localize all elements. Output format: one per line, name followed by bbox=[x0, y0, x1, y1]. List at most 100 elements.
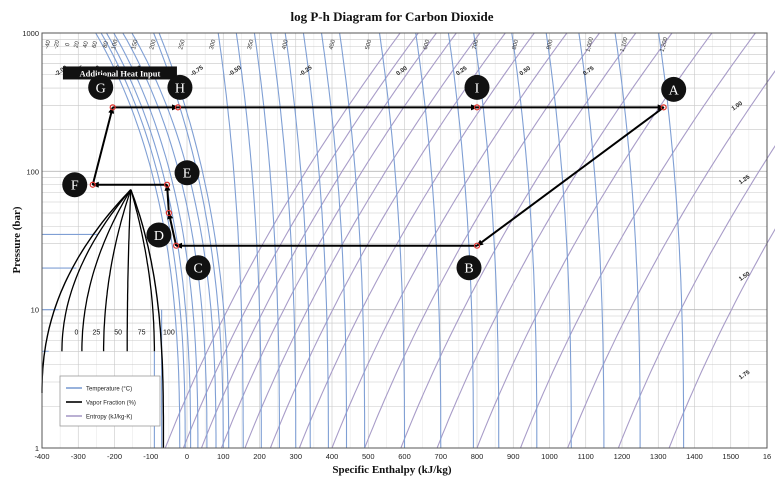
x-tick-label: 0 bbox=[185, 452, 189, 461]
temperature-line bbox=[217, 32, 244, 448]
entropy-line bbox=[476, 32, 713, 449]
temperature-label: 600 bbox=[423, 38, 432, 50]
entropy-line bbox=[519, 32, 756, 449]
point-badge-label: G bbox=[96, 81, 106, 96]
x-tick-label: 16 bbox=[763, 452, 771, 461]
entropy-line bbox=[436, 32, 673, 449]
point-badge bbox=[167, 74, 193, 100]
point-badge-label: I bbox=[475, 81, 480, 96]
temperature-line bbox=[545, 32, 572, 449]
temperature-lines bbox=[42, 32, 685, 449]
temperature-line bbox=[270, 32, 297, 449]
state-point bbox=[163, 181, 171, 188]
x-tick-label: 1100 bbox=[578, 452, 594, 461]
temperature-label: 1,100 bbox=[620, 36, 630, 53]
cycle-segment bbox=[476, 106, 665, 247]
y-axis-label: Pressure (bar) bbox=[11, 206, 23, 273]
x-tick-label: 400 bbox=[326, 452, 339, 461]
state-point bbox=[89, 181, 96, 188]
annotations: Additional Heat Input bbox=[62, 66, 177, 80]
cycle-segment bbox=[167, 211, 178, 246]
annotation-text: Additional Heat Input bbox=[80, 68, 161, 78]
x-tick-label: -400 bbox=[34, 452, 49, 461]
cycle-segment bbox=[91, 106, 115, 185]
entropy-label: 1.50 bbox=[738, 271, 752, 283]
temperature-line bbox=[658, 32, 685, 448]
state-point bbox=[173, 242, 180, 249]
temperature-line bbox=[235, 32, 262, 448]
x-tick-label: -100 bbox=[143, 452, 158, 461]
point-badge bbox=[174, 160, 200, 186]
y-tick-label: 10 bbox=[31, 306, 39, 315]
saturated-vapor-line bbox=[130, 189, 165, 448]
legend-label: Entropy (kJ/kg-K) bbox=[86, 415, 132, 421]
cycle-point-markers: A B C D E F G H I bbox=[62, 74, 687, 281]
temperature-line bbox=[415, 32, 442, 449]
x-tick-label: 1400 bbox=[686, 452, 703, 461]
entropy-label: 0.25 bbox=[455, 65, 469, 77]
temperature-line bbox=[106, 32, 192, 448]
temperature-label: -40 bbox=[44, 39, 52, 50]
temperature-label: 350 bbox=[247, 38, 256, 50]
entropy-line bbox=[364, 32, 600, 449]
vapor-fraction-label: 25 bbox=[92, 329, 100, 336]
entropy-label: 0.75 bbox=[582, 65, 596, 77]
entropy-line bbox=[269, 32, 506, 449]
state-point bbox=[174, 104, 182, 111]
plot-border bbox=[41, 32, 768, 449]
temperature-label: 700 bbox=[472, 38, 481, 50]
chart-title: log P-h Diagram for Carbon Dioxide bbox=[290, 9, 493, 24]
temperature-line bbox=[158, 32, 230, 448]
entropy-line bbox=[617, 145, 775, 449]
legend-label: Temperature (°C) bbox=[86, 387, 132, 393]
temperature-label: 1,000 bbox=[585, 36, 595, 53]
state-point bbox=[473, 242, 481, 249]
x-tick-label: 1500 bbox=[722, 452, 739, 461]
temperature-label: 80 bbox=[103, 40, 111, 49]
entropy-line bbox=[298, 32, 535, 449]
entropy-lines bbox=[164, 32, 775, 449]
entropy-line bbox=[200, 32, 437, 449]
state-point bbox=[660, 104, 667, 111]
temperature-line bbox=[131, 32, 217, 448]
vapor-fraction-lines bbox=[41, 189, 165, 448]
temperature-line bbox=[511, 32, 538, 448]
point-badge-label: E bbox=[183, 167, 192, 182]
temperature-label: -20 bbox=[53, 39, 61, 50]
temperature-line bbox=[473, 32, 500, 449]
temperature-label: 900 bbox=[546, 38, 555, 50]
legend: Temperature (°C) Vapor Fraction (%) Entrop… bbox=[59, 375, 161, 427]
temperature-line bbox=[447, 32, 474, 448]
legend-label: Vapor Fraction (%) bbox=[86, 401, 136, 407]
vapor-fraction-label: 50 bbox=[114, 329, 122, 336]
cycle-segment bbox=[164, 183, 171, 214]
temperature-line bbox=[153, 32, 224, 449]
vapor-fraction-line bbox=[81, 189, 132, 352]
legend-box bbox=[59, 375, 161, 427]
entropy-line bbox=[220, 32, 457, 449]
x-tick-label: 1000 bbox=[541, 452, 558, 461]
point-badge bbox=[456, 255, 482, 281]
temperature-line bbox=[113, 32, 199, 448]
x-tick-label: 700 bbox=[434, 452, 447, 461]
temperature-label: 400 bbox=[282, 38, 291, 50]
temperature-label: 200 bbox=[149, 38, 158, 50]
temperature-label: 500 bbox=[365, 38, 374, 50]
vapor-fraction-line bbox=[102, 189, 132, 352]
temperature-line bbox=[302, 32, 329, 448]
point-badge bbox=[464, 74, 490, 100]
temperature-line bbox=[253, 32, 280, 448]
point-badge bbox=[185, 255, 211, 281]
entropy-line bbox=[668, 228, 775, 449]
temperature-line bbox=[614, 32, 641, 448]
point-badge-label: B bbox=[464, 262, 473, 277]
x-tick-label: 500 bbox=[362, 452, 375, 461]
temperature-label: 0 bbox=[65, 42, 72, 47]
x-tick-label: 600 bbox=[398, 452, 411, 461]
x-tick-label: 300 bbox=[289, 452, 302, 461]
state-point bbox=[165, 209, 172, 217]
cycle-path bbox=[89, 104, 667, 249]
vapor-fraction-line bbox=[126, 189, 132, 352]
temperature-line bbox=[122, 32, 208, 448]
point-badge bbox=[88, 74, 114, 100]
